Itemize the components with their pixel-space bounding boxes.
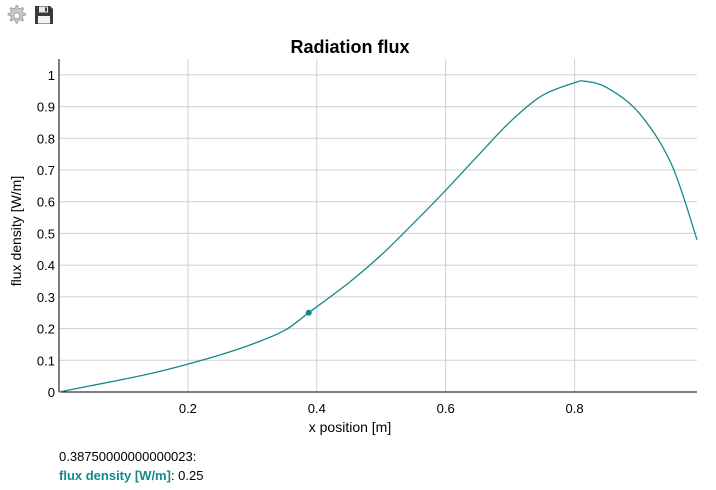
readout-y-value: : 0.25 [170,468,204,483]
y-tick-label: 0.8 [37,131,55,146]
y-tick-label: 0.9 [37,100,55,115]
x-tick-label: 0.6 [437,401,455,416]
chart-grid [59,59,697,392]
y-tick-label: 1 [48,68,55,83]
y-tick-label: 0.3 [37,290,55,305]
chart-toolbar [4,3,56,27]
gear-icon [7,5,26,24]
chart-axes [58,59,697,393]
save-button[interactable] [32,3,56,27]
y-tick-label: 0 [48,385,55,400]
highlight-point[interactable] [305,309,312,316]
x-tick-label: 0.2 [179,401,197,416]
chart-series [58,80,698,393]
x-tick-labels: 0.2 0.4 0.6 0.8 [179,401,584,416]
flux-density-line [58,80,698,393]
y-tick-label: 0.6 [37,195,55,210]
x-tick-label: 0.8 [566,401,584,416]
y-tick-label: 0.2 [37,322,55,337]
y-tick-label: 0.5 [37,226,55,241]
y-axis-label: flux density [W/m] [8,176,24,286]
chart-title: Radiation flux [290,37,409,57]
settings-button[interactable] [4,3,28,27]
x-axis-label: x position [m] [309,419,391,435]
x-tick-label: 0.4 [308,401,326,416]
y-tick-labels: 0 0.1 0.2 0.3 0.4 0.5 0.6 0.7 0.8 0.9 1 [37,68,55,400]
floppy-disk-icon [35,6,53,24]
readout-x-value: 0.38750000000000023: [59,449,197,464]
readout-series-label: flux density [W/m] [59,468,171,483]
readout-series-line: flux density [W/m]: 0.25 [59,466,203,485]
hover-readout: 0.38750000000000023: flux density [W/m]:… [59,447,203,485]
y-tick-label: 0.4 [37,258,55,273]
y-tick-label: 0.1 [37,353,55,368]
y-tick-label: 0.7 [37,163,55,178]
